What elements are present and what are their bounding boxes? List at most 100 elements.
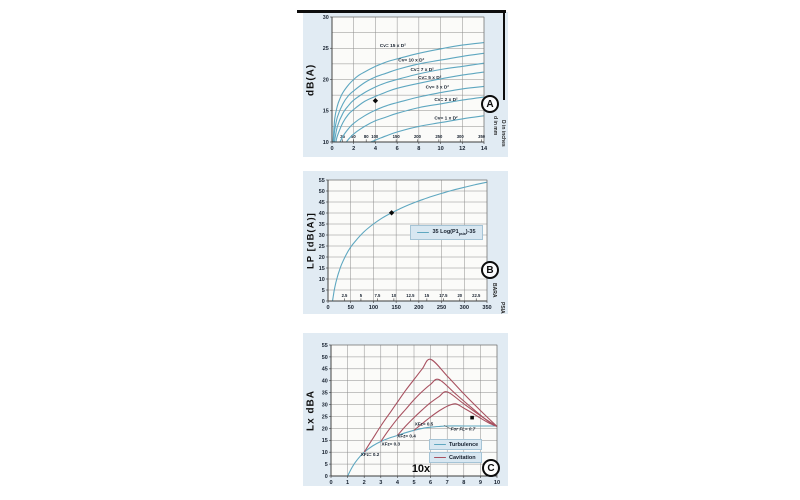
plot-area (328, 180, 487, 301)
x-tick-label: 150 (391, 305, 400, 311)
inner-tick-label: 12.5 (406, 293, 415, 298)
y-tick-label: 10 (323, 140, 329, 146)
y-tick-label: 15 (322, 438, 328, 444)
y-tick-label: 40 (322, 379, 328, 385)
curve-cavitation-xfz-0.3 (380, 378, 498, 442)
chart-c-badge-letter: C (487, 462, 495, 474)
annotation: XFz= 0.3 (382, 441, 401, 446)
y-tick-label: 0 (325, 474, 328, 480)
annotation: XFz= 0.5 (415, 421, 434, 426)
chart-b-badge-letter: B (486, 264, 494, 276)
x-tick-label: 9 (479, 480, 482, 486)
y-tick-label: 15 (319, 266, 325, 272)
curve-cv-2 (345, 96, 485, 143)
y-tick-label: 25 (323, 46, 329, 52)
inner-tick-label: 7.5 (375, 293, 381, 298)
curve-cavitation-xfz-0.5 (413, 403, 498, 431)
x-tick-label: 250 (437, 305, 446, 311)
curve-cv-1 (370, 115, 485, 143)
y-tick-label: 30 (322, 402, 328, 408)
inner-tick-label: 50 (351, 134, 356, 139)
chart-a-outer-unit-label: D in inches (500, 120, 506, 147)
legend-label-prefix: 35 Log(P1 (432, 228, 459, 235)
inner-tick-label: 5 (360, 293, 363, 298)
y-tick-label: 20 (319, 255, 325, 261)
y-tick-label: 5 (322, 288, 325, 294)
y-tick-label: 0 (322, 299, 325, 305)
y-tick-label: 50 (319, 189, 325, 195)
inner-tick-label: 20 (457, 293, 462, 298)
inner-tick-label: 250 (435, 134, 443, 139)
x-tick-label: 5 (412, 480, 415, 486)
legend-label-turbulence: Turbulence (449, 441, 479, 448)
curve-label-cv-1: Cv= 1 x D² (434, 116, 458, 122)
curve-label-cv-2: Cv= 2 x D² (434, 97, 458, 103)
curve-cv-10 (332, 52, 485, 143)
legend-line-sample (417, 231, 430, 234)
inner-tick-label: 100 (371, 134, 379, 139)
x-tick-label: 0 (330, 146, 333, 152)
x-tick-label: 0 (326, 305, 329, 311)
x-tick-label: 10 (437, 146, 443, 152)
y-tick-label: 10 (319, 277, 325, 283)
chart-a-y-axis-title: dB(A) (305, 63, 317, 96)
curve-turbulence (347, 425, 497, 477)
y-tick-label: 20 (323, 77, 329, 83)
y-tick-label: 25 (319, 244, 325, 250)
chart-c-y-axis-title: Lx dBA (305, 390, 317, 431)
inner-tick-label: 22.5 (472, 293, 481, 298)
inner-tick-label: 17.5 (439, 293, 448, 298)
chart-b-inner-unit-label: BARA (491, 283, 497, 298)
y-tick-label: 55 (319, 178, 325, 184)
y-tick-label: 30 (319, 233, 325, 239)
legend-label: 35 Log(P1psia)-35 (432, 229, 475, 236)
legend-line-sample-turbulence (434, 443, 446, 446)
inner-tick-label: 300 (457, 134, 465, 139)
y-tick-label: 25 (322, 414, 328, 420)
legend-label-cavitation: Cavitation (449, 454, 476, 461)
inner-tick-label: 200 (414, 134, 422, 139)
y-tick-label: 45 (322, 367, 328, 373)
x-tick-label: 2 (363, 480, 366, 486)
y-tick-label: 15 (323, 109, 329, 115)
chart-c-panel: XFz= 0.2 XFz= 0.3 XFz= 0.4 XFz= 0.5 For FL= … (303, 333, 508, 486)
y-tick-label: 45 (319, 200, 325, 206)
chart-b-legend: 35 Log(P1psia)-35 (410, 225, 483, 240)
inner-tick-label: 2.5 (342, 293, 348, 298)
chart-a-badge-letter: A (486, 98, 494, 110)
y-tick-label: 5 (325, 462, 328, 468)
y-tick-label: 35 (322, 391, 328, 397)
x-tick-label: 350 (482, 305, 491, 311)
x-tick-label: 4 (396, 480, 400, 486)
x-tick-label: 6 (396, 146, 399, 152)
x-tick-label: 50 (348, 305, 354, 311)
chart-b-panel: 2.5 5 7.5 10 12.5 15 17.5 20 22.5 0 50 100 150 200 250… (303, 171, 508, 314)
curve-cv-7 (333, 62, 485, 143)
x-tick-label: 4 (374, 146, 378, 152)
x-tick-label: 100 (369, 305, 378, 311)
curve-label-cv-3: Cv= 3 x D² (426, 84, 450, 90)
chart-a-badge: A (481, 95, 499, 113)
x-tick-label: 8 (462, 480, 465, 486)
x-tick-label: 6 (429, 480, 432, 486)
legend-line-sample-cavitation (434, 456, 446, 459)
inner-tick-label: 15 (425, 293, 430, 298)
curve-cv-3 (339, 85, 485, 143)
x-tick-label: 0 (329, 480, 332, 486)
y-tick-label: 35 (319, 222, 325, 228)
y-tick-label: 10 (322, 450, 328, 456)
curve-cv-15 (332, 42, 485, 143)
curve-cv-5 (335, 71, 485, 143)
x-tick-label: 3 (379, 480, 382, 486)
chart-b-y-axis-title: LP [dB(A)] (305, 212, 317, 269)
x-tick-label: 12 (459, 146, 465, 152)
y-tick-label: 50 (322, 355, 328, 361)
curve-label-cv-10: Cv= 10 x D² (398, 57, 424, 63)
annotation: XFz= 0.4 (397, 433, 416, 438)
chart-c-legend-cavitation: Cavitation (429, 452, 482, 463)
data-point-marker (470, 415, 474, 420)
curve-cavitation-xfz-0.4 (396, 391, 498, 436)
inner-tick-label: 150 (393, 134, 401, 139)
curve-cavitation-xfz-0.2 (363, 358, 498, 453)
